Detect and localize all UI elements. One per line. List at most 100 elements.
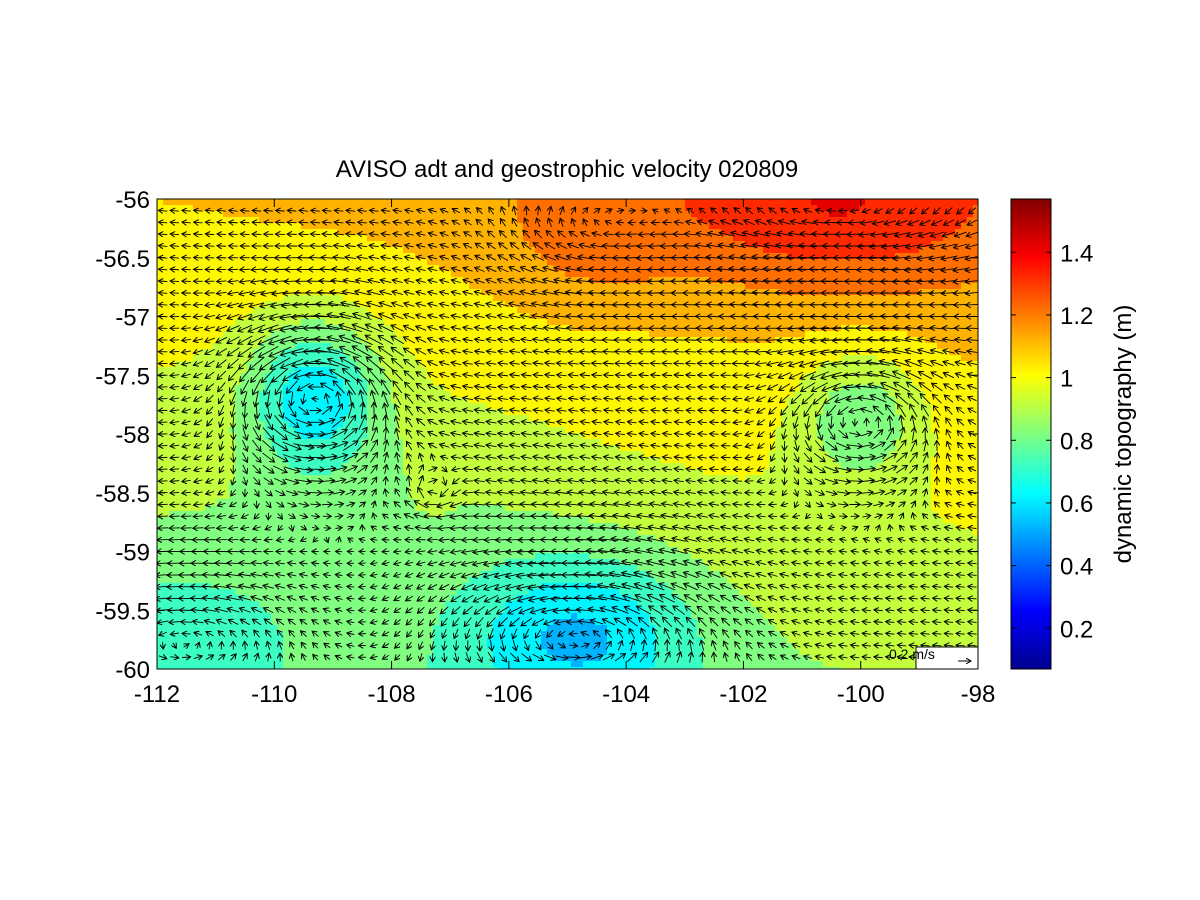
field-cell	[475, 613, 482, 620]
field-cell	[421, 343, 428, 350]
field-cell	[331, 517, 338, 524]
field-cell	[355, 643, 362, 650]
field-cell	[529, 667, 536, 669]
field-cell	[409, 253, 416, 260]
field-cell	[319, 577, 326, 584]
field-cell	[253, 319, 260, 326]
field-cell	[295, 583, 302, 590]
field-cell	[385, 541, 392, 548]
field-cell	[469, 289, 476, 296]
field-cell	[193, 289, 200, 296]
field-cell	[367, 553, 374, 560]
field-cell	[295, 235, 302, 242]
field-cell	[295, 595, 302, 602]
field-cell	[157, 211, 164, 218]
field-cell	[163, 427, 170, 434]
field-cell	[265, 277, 272, 284]
field-cell	[457, 451, 464, 458]
field-cell	[517, 253, 524, 260]
field-cell	[175, 643, 182, 650]
field-cell	[343, 199, 350, 206]
field-cell	[457, 283, 464, 290]
field-cell	[211, 361, 218, 368]
field-cell	[523, 613, 530, 620]
field-cell	[157, 547, 164, 554]
field-cell	[463, 553, 470, 560]
field-cell	[235, 343, 242, 350]
field-cell	[157, 613, 164, 620]
field-cell	[397, 451, 404, 458]
field-cell	[229, 667, 236, 669]
field-cell	[157, 571, 164, 578]
field-cell	[409, 571, 416, 578]
field-cell	[313, 403, 320, 410]
field-cell	[337, 661, 344, 668]
field-cell	[445, 643, 452, 650]
field-cell	[181, 565, 188, 572]
field-cell	[493, 205, 500, 212]
field-cell	[349, 379, 356, 386]
field-cell	[499, 427, 506, 434]
field-cell	[235, 523, 242, 530]
field-cell	[385, 433, 392, 440]
field-cell	[271, 631, 278, 638]
field-cell	[451, 295, 458, 302]
field-cell	[379, 649, 386, 656]
field-cell	[163, 421, 170, 428]
field-cell	[397, 391, 404, 398]
field-cell	[277, 637, 284, 644]
field-cell	[283, 565, 290, 572]
field-cell	[241, 559, 248, 566]
field-cell	[397, 613, 404, 620]
field-cell	[445, 391, 452, 398]
field-cell	[349, 571, 356, 578]
field-cell	[253, 235, 260, 242]
field-cell	[409, 217, 416, 224]
field-cell	[505, 637, 512, 644]
field-cell	[511, 373, 518, 380]
field-cell	[397, 223, 404, 230]
field-cell	[427, 223, 434, 230]
field-cell	[331, 229, 338, 236]
field-cell	[421, 655, 428, 662]
field-cell	[439, 331, 446, 338]
field-cell	[229, 661, 236, 668]
field-cell	[301, 361, 308, 368]
field-cell	[187, 307, 194, 314]
field-cell	[421, 235, 428, 242]
field-cell	[439, 667, 446, 669]
field-cell	[175, 649, 182, 656]
field-cell	[319, 391, 326, 398]
field-cell	[217, 589, 224, 596]
field-cell	[337, 445, 344, 452]
field-cell	[517, 379, 524, 386]
field-cell	[367, 547, 374, 554]
field-cell	[175, 529, 182, 536]
field-cell	[187, 385, 194, 392]
field-cell	[421, 361, 428, 368]
field-cell	[283, 409, 290, 416]
field-cell	[277, 247, 284, 254]
field-cell	[463, 379, 470, 386]
field-cell	[319, 547, 326, 554]
field-cell	[259, 601, 266, 608]
field-cell	[487, 361, 494, 368]
field-cell	[283, 547, 290, 554]
field-cell	[283, 631, 290, 638]
field-cell	[259, 625, 266, 632]
field-cell	[277, 295, 284, 302]
field-cell	[397, 325, 404, 332]
field-cell	[505, 283, 512, 290]
field-cell	[175, 613, 182, 620]
field-cell	[391, 307, 398, 314]
field-cell	[409, 607, 416, 614]
field-cell	[403, 295, 410, 302]
field-cell	[535, 295, 542, 302]
field-cell	[391, 373, 398, 380]
field-cell	[289, 559, 296, 566]
field-cell	[511, 649, 518, 656]
field-cell	[475, 379, 482, 386]
field-cell	[247, 415, 254, 422]
field-cell	[385, 637, 392, 644]
field-cell	[205, 439, 212, 446]
